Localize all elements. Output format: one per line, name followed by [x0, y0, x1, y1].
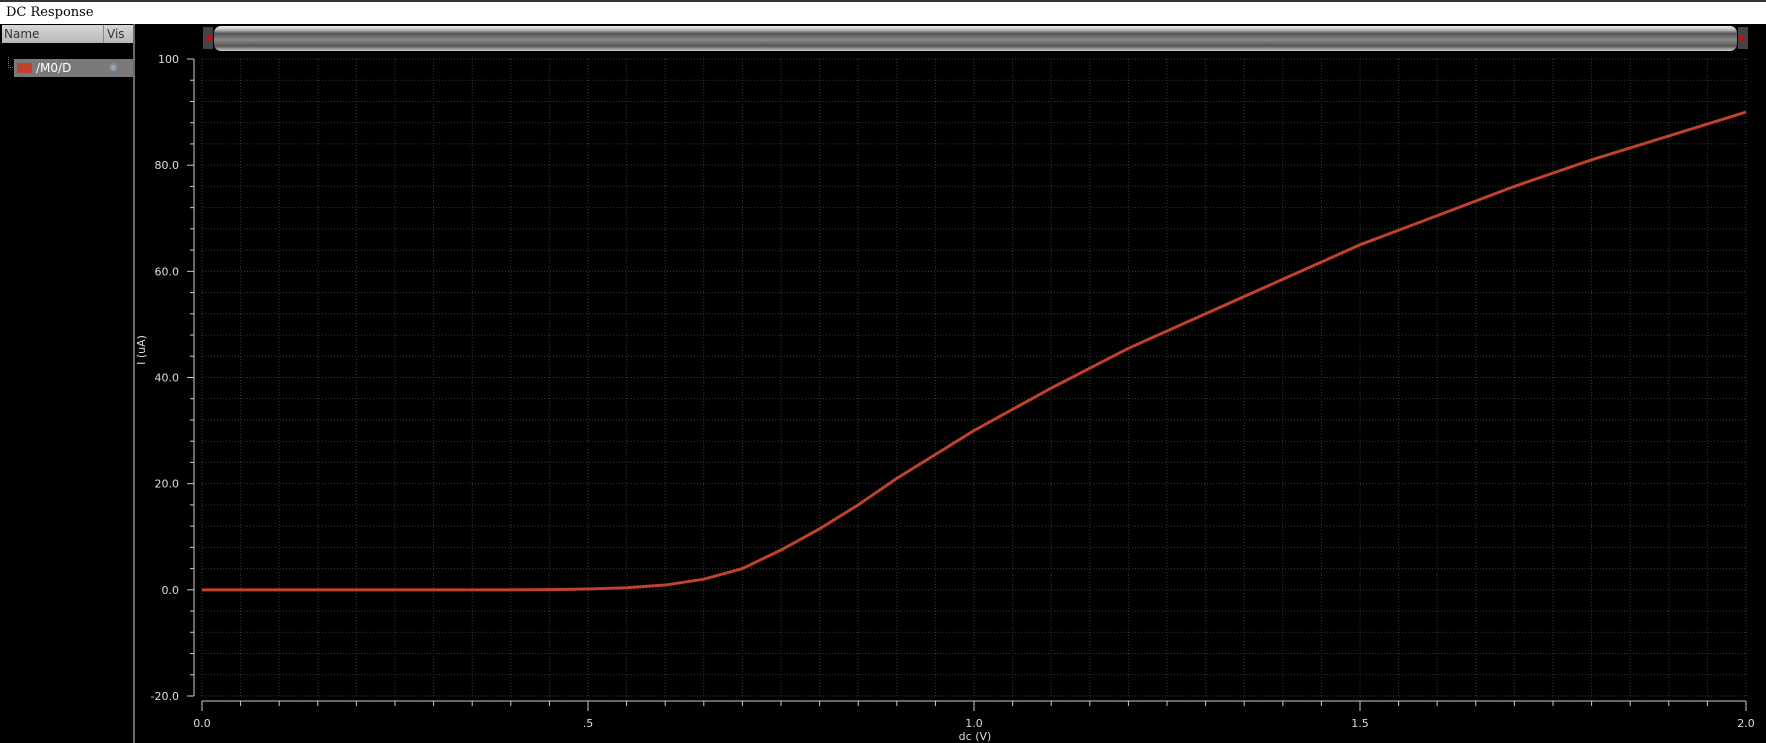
y-tick-label: 100 — [158, 53, 179, 66]
x-tick-label: 1.0 — [965, 717, 983, 730]
y-tick-label: -20.0 — [151, 690, 179, 703]
window-title-bar: DC Response — [0, 0, 1766, 24]
x-tick-label: .5 — [583, 717, 594, 730]
signal-label: /M0/D — [36, 61, 72, 75]
y-tick-label: 40.0 — [155, 372, 180, 385]
window-title: DC Response — [6, 5, 94, 20]
x-tick-label: 2.0 — [1737, 717, 1755, 730]
grid — [201, 58, 1747, 697]
eye-icon[interactable]: ◉ — [109, 62, 118, 73]
scroll-left-arrow-icon[interactable]: ◀ — [203, 27, 213, 49]
scrollbar-thumb[interactable] — [214, 26, 1737, 51]
column-header-vis[interactable]: Vis — [103, 25, 125, 43]
x-tick-label: 0.0 — [193, 717, 211, 730]
tree-connector — [8, 57, 15, 68]
x-zoom-scrollbar[interactable]: ◀ ▶ — [203, 26, 1748, 51]
x-axis-label: dc (V) — [959, 730, 992, 743]
axes — [187, 58, 1747, 711]
signal-list-header: Name Vis — [2, 25, 133, 43]
scroll-right-arrow-icon[interactable]: ▶ — [1738, 27, 1748, 49]
y-tick-label: 0.0 — [162, 584, 180, 597]
y-tick-label: 80.0 — [155, 159, 180, 172]
signal-color-swatch — [17, 63, 32, 73]
y-tick-label: 60.0 — [155, 265, 180, 278]
y-axis-label: I (uA) — [135, 335, 148, 365]
series-line-m0-d — [202, 110, 1747, 592]
signal-item-m0-d[interactable]: /M0/D ◉ — [14, 59, 133, 77]
y-tick-label: 20.0 — [155, 478, 180, 491]
tick-labels: 0.0 .5 1.0 1.5 2.0 -20.0 0.0 20.0 40.0 60.0 80.0 10… — [151, 53, 1755, 730]
x-tick-label: 1.5 — [1351, 717, 1369, 730]
signal-list-panel: Name Vis /M0/D ◉ — [0, 24, 135, 743]
column-header-name[interactable]: Name — [4, 27, 40, 41]
